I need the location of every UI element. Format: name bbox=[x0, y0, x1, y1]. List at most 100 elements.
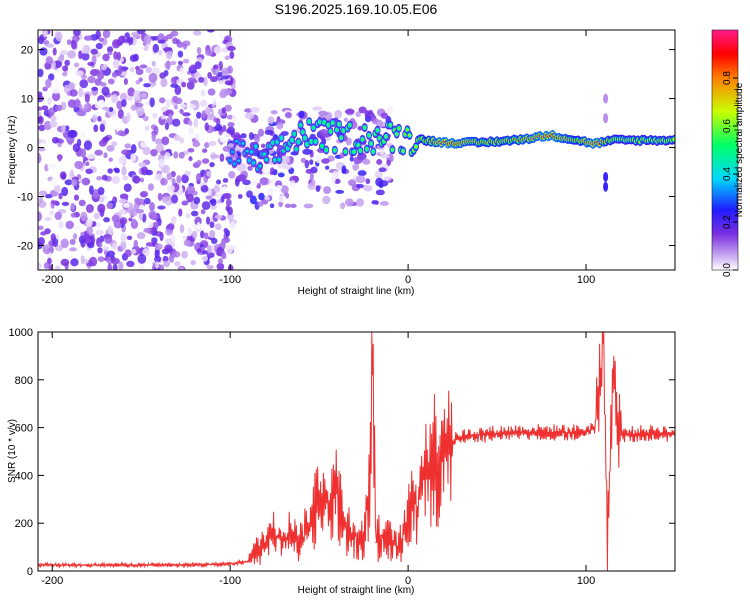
spectrogram-cell bbox=[157, 205, 166, 210]
spectrogram-cell bbox=[139, 177, 145, 183]
spectrogram-cell bbox=[210, 76, 218, 83]
spectrogram-cell bbox=[103, 217, 111, 223]
spectrogram-cell bbox=[42, 244, 51, 249]
spectrogram-cell bbox=[134, 197, 140, 204]
spectrogram-cell bbox=[344, 109, 355, 115]
spectrogram-cell bbox=[234, 178, 240, 187]
spectrogram-cell bbox=[221, 251, 227, 260]
spectrogram-cell bbox=[237, 194, 243, 199]
spectrogram-cell bbox=[414, 145, 418, 148]
spectrogram-cell bbox=[108, 106, 114, 113]
spectrogram-cell bbox=[139, 191, 148, 198]
spectrogram-cell bbox=[182, 235, 188, 240]
spectrogram-cell bbox=[281, 149, 286, 152]
spectrogram-cell bbox=[196, 159, 202, 166]
snr-panel: -200 -100 0 100 0 200 400 600 800 1000 Height of… bbox=[7, 327, 676, 596]
colorbar-tick-label: 0.6 bbox=[722, 119, 733, 133]
spectrogram-cell bbox=[348, 123, 352, 127]
spectrogram-cell bbox=[102, 246, 110, 251]
spectrogram-cell bbox=[80, 132, 86, 138]
spectrogram-cell bbox=[41, 105, 49, 111]
spectrogram-cell bbox=[60, 238, 69, 249]
spectrogram-cell bbox=[38, 68, 44, 78]
spectrogram-xtick-label: 100 bbox=[577, 274, 595, 286]
spectrogram-cell bbox=[267, 116, 275, 125]
spectrogram-y-label: Frequency (Hz) bbox=[7, 116, 18, 185]
spectrogram-cell bbox=[186, 185, 196, 195]
spectrogram-cell bbox=[353, 156, 363, 164]
spectrogram-cell bbox=[145, 66, 152, 74]
spectrogram-cell bbox=[356, 183, 364, 189]
spectrogram-cell bbox=[170, 83, 179, 88]
colorbar-tick-label: 0.8 bbox=[722, 71, 733, 85]
snr-data-point bbox=[478, 433, 481, 436]
spectrogram-cell bbox=[267, 188, 274, 197]
spectrogram-cell bbox=[603, 113, 609, 124]
spectrogram-cell bbox=[72, 233, 78, 240]
spectrogram-cell bbox=[54, 104, 63, 112]
spectrogram-cell bbox=[111, 141, 118, 147]
spectrogram-cell bbox=[38, 211, 42, 222]
spectrogram-cell bbox=[165, 49, 173, 60]
spectrogram-x-label: Height of straight line (km) bbox=[298, 286, 415, 297]
snr-data-point bbox=[300, 541, 303, 544]
spectrogram-cell bbox=[107, 78, 115, 85]
spectrogram-cell bbox=[179, 224, 185, 234]
spectrogram-cell bbox=[128, 46, 134, 52]
spectrogram-cell bbox=[123, 78, 128, 86]
spectrogram-cell bbox=[214, 223, 222, 231]
spectrogram-cell bbox=[223, 192, 232, 200]
spectrogram-cell bbox=[140, 92, 148, 99]
snr-data-point bbox=[656, 431, 659, 434]
spectrogram-cell bbox=[309, 140, 313, 143]
spectrogram-cell bbox=[98, 197, 105, 203]
spectrogram-cell bbox=[38, 236, 45, 246]
spectrogram-cell bbox=[300, 157, 307, 164]
spectrogram-cell bbox=[222, 178, 229, 183]
spectrogram-cell bbox=[331, 174, 336, 184]
spectrogram-cell bbox=[182, 112, 191, 117]
spectrogram-cell bbox=[107, 51, 113, 56]
spectrogram-cell bbox=[78, 50, 83, 60]
snr-data-point bbox=[375, 541, 377, 544]
spectrogram-cell bbox=[360, 138, 365, 141]
spectrogram-cell bbox=[165, 34, 174, 40]
spectrogram-cell bbox=[43, 40, 50, 45]
spectrogram-cell bbox=[299, 123, 303, 127]
spectrogram-cell bbox=[112, 59, 120, 69]
spectrogram-ytick-label: -20 bbox=[17, 241, 33, 253]
spectrogram-cell bbox=[339, 136, 343, 140]
spectrogram-cell bbox=[212, 64, 219, 70]
spectrogram-cell bbox=[292, 132, 296, 136]
spectrogram-cell bbox=[250, 180, 258, 187]
spectrogram-cell bbox=[355, 198, 365, 207]
spectrogram-cell bbox=[124, 143, 132, 149]
spectrogram-cell bbox=[69, 238, 76, 246]
spectrogram-cell bbox=[283, 164, 292, 170]
spectrogram-cell bbox=[275, 140, 279, 144]
spectrogram-cell bbox=[205, 106, 211, 116]
spectrogram-cell bbox=[38, 196, 43, 204]
spectrogram-cell bbox=[130, 152, 136, 162]
snr-xtick-label: 100 bbox=[577, 575, 595, 587]
spectrogram-cell bbox=[249, 195, 257, 205]
spectrogram-cell bbox=[70, 258, 79, 267]
spectrogram-cell bbox=[337, 122, 341, 126]
spectrogram-cell bbox=[158, 97, 166, 104]
snr-x-label: Height of straight line (km) bbox=[298, 585, 415, 596]
spectrogram-cell bbox=[118, 261, 124, 270]
spectrogram-cell bbox=[83, 140, 92, 151]
spectrogram-cell bbox=[207, 72, 212, 79]
spectrogram-cell bbox=[96, 175, 103, 181]
spectrogram-cell bbox=[183, 239, 191, 247]
spectrogram-cell bbox=[170, 216, 177, 224]
spectrogram-cell bbox=[356, 143, 360, 147]
spectrogram-cell bbox=[89, 250, 96, 257]
spectrogram-cell bbox=[328, 130, 333, 133]
spectrogram-cell bbox=[69, 169, 75, 178]
spectrogram-cell bbox=[114, 168, 120, 174]
spectrogram-cell bbox=[200, 209, 206, 215]
snr-data-point bbox=[613, 367, 616, 369]
spectrogram-x-ticks: -200 -100 0 100 bbox=[41, 30, 595, 286]
